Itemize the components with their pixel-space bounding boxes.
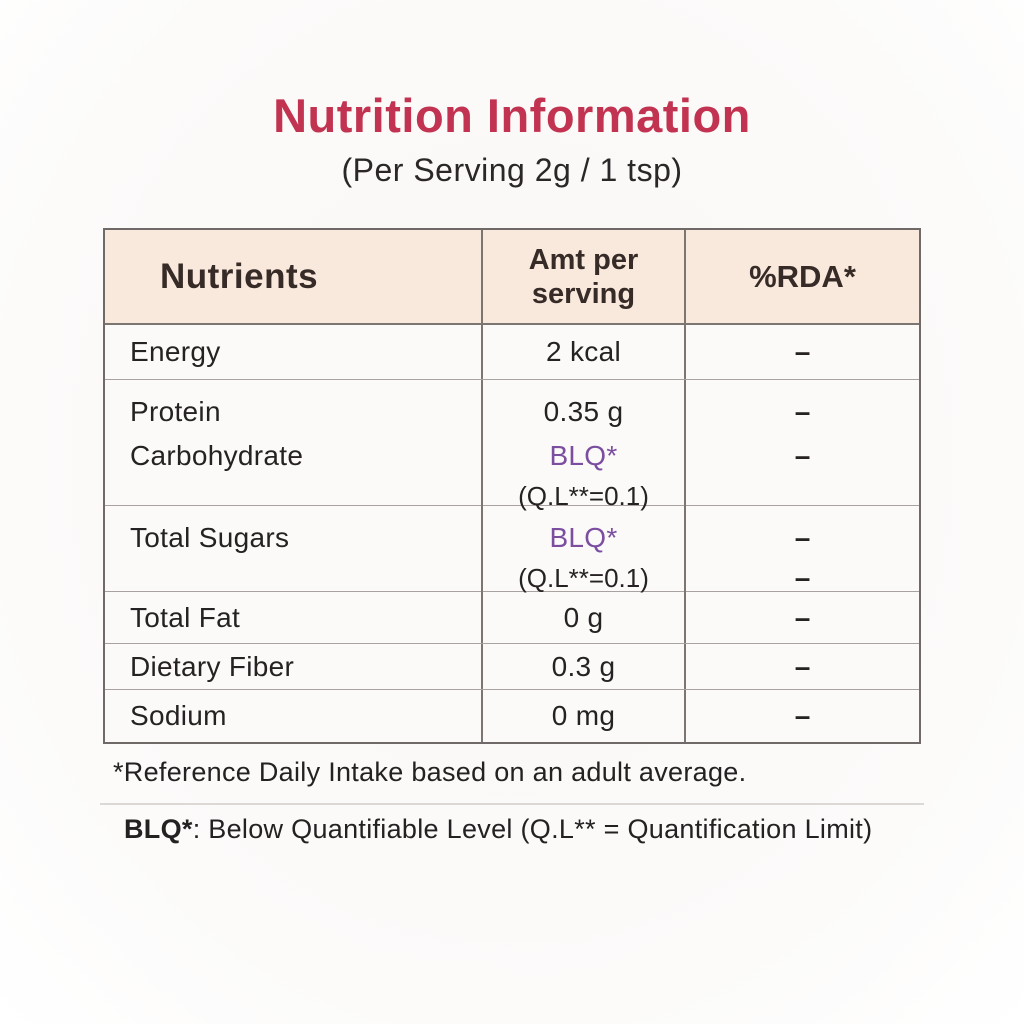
blq-footnote-text: : Below Quantifiable Level (Q.L** = Quan… (192, 814, 873, 844)
footnote-divider (100, 803, 924, 805)
rda-dash: – (794, 396, 811, 427)
nutrient-amount-group: BLQ* (Q.L**=0.1) (483, 506, 686, 596)
nutrient-amount: 2 kcal (483, 325, 686, 379)
nutrition-table: Nutrients Amt per serving %RDA* Energy 2… (103, 228, 921, 744)
nutrient-amount: 0 g (483, 592, 686, 643)
nutrient-name: Carbohydrate (130, 440, 304, 471)
nutrient-amount: 0 mg (483, 690, 686, 742)
nutrient-name: Total Sugars (130, 522, 290, 553)
blq-footnote: BLQ*: Below Quantifiable Level (Q.L** = … (124, 814, 872, 845)
rda-dash: – (794, 650, 811, 682)
table-row-protein-carbohydrate: Protein Carbohydrate 0.35 g BLQ* (Q.L**=… (105, 380, 919, 514)
table-row-dietary-fiber: Dietary Fiber 0.3 g – (105, 644, 919, 690)
rda-dash: – (794, 601, 811, 633)
rda-dash: – (794, 440, 811, 471)
nutrient-name: Sodium (105, 690, 483, 742)
rda-dash: – (794, 522, 811, 553)
rda-dash: – (794, 336, 811, 367)
nutrient-amount: 0.3 g (483, 644, 686, 689)
rda-dash: – (794, 562, 811, 593)
nutrient-name: Total Fat (105, 592, 483, 643)
nutrient-name: Energy (105, 325, 483, 379)
header-amt-line1: Amt per (528, 243, 639, 276)
serving-size-subtitle: (Per Serving 2g / 1 tsp) (341, 152, 683, 188)
quantification-limit-note: (Q.L**=0.1) (518, 480, 649, 511)
nutrient-amount-blq: BLQ* (549, 440, 618, 471)
rda-group: – – (686, 506, 919, 596)
nutrient-amount-group: 0.35 g BLQ* (Q.L**=0.1) (483, 380, 686, 514)
nutrient-amount: 0.35 g (543, 396, 624, 427)
nutrient-amount-blq: BLQ* (549, 522, 618, 553)
rda-group: – – (686, 380, 919, 514)
header-nutrients: Nutrients (105, 230, 483, 323)
table-row-total-sugars: Total Sugars BLQ* (Q.L**=0.1) – – (105, 506, 919, 596)
nutrient-name: Dietary Fiber (105, 644, 483, 689)
table-row-sodium: Sodium 0 mg – (105, 690, 919, 742)
nutrient-name: Protein (130, 396, 221, 427)
table-row-energy: Energy 2 kcal – (105, 325, 919, 380)
rda-dash: – (794, 700, 811, 731)
table-row-total-fat: Total Fat 0 g – (105, 592, 919, 644)
blq-footnote-term: BLQ* (124, 814, 193, 844)
nutrient-name-group: Total Sugars (105, 506, 483, 596)
rda-footnote: *Reference Daily Intake based on an adul… (113, 757, 747, 787)
nutrient-name-group: Protein Carbohydrate (105, 380, 483, 514)
table-header-row: Nutrients Amt per serving %RDA* (105, 230, 919, 325)
header-amt-line2: serving (531, 277, 636, 310)
header-rda: %RDA* (749, 258, 856, 294)
page-title: Nutrition Information (273, 89, 751, 142)
header-amt-per-serving: Amt per serving (483, 230, 686, 323)
quantification-limit-note: (Q.L**=0.1) (518, 562, 649, 593)
